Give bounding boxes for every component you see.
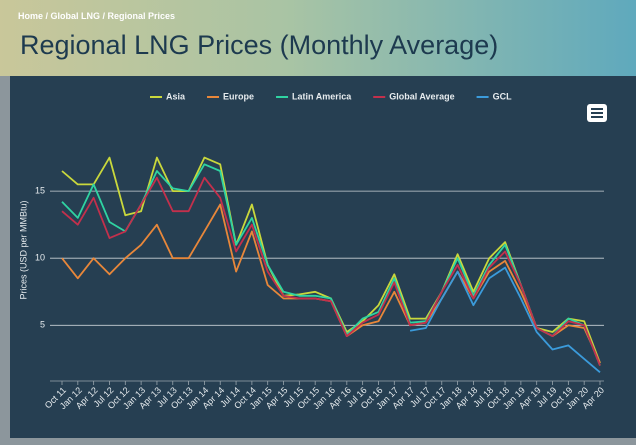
legend-item[interactable]: Latin America (276, 91, 352, 101)
chart-panel (10, 76, 636, 438)
legend-label: Asia (166, 91, 186, 101)
legend-item[interactable]: Europe (207, 91, 254, 101)
series-line (409, 266, 601, 373)
breadcrumb[interactable]: Home / Global LNG / Regional Prices (18, 11, 176, 21)
y-tick-label: 15 (35, 185, 45, 195)
header: Home / Global LNG / Regional Prices Regi… (0, 0, 636, 76)
legend-label: Europe (223, 91, 254, 101)
page-title: Regional LNG Prices (Monthly Average) (20, 30, 499, 60)
y-axis-label: Prices (USD per MMBtu) (18, 200, 28, 299)
legend-item[interactable]: GCL (476, 91, 513, 101)
legend-item[interactable]: Asia (150, 91, 186, 101)
menu-button[interactable] (587, 104, 607, 122)
series-line (61, 163, 601, 366)
y-tick-label: 10 (35, 253, 45, 263)
series-line (61, 176, 601, 366)
y-tick-label: 5 (40, 320, 45, 330)
menu-bar (591, 116, 603, 118)
menu-bar (591, 108, 603, 110)
legend-label: GCL (493, 91, 513, 101)
menu-bar (591, 112, 603, 114)
legend-label: Global Average (389, 91, 454, 101)
legend-label: Latin America (292, 91, 352, 101)
legend-item[interactable]: Global Average (373, 91, 455, 101)
